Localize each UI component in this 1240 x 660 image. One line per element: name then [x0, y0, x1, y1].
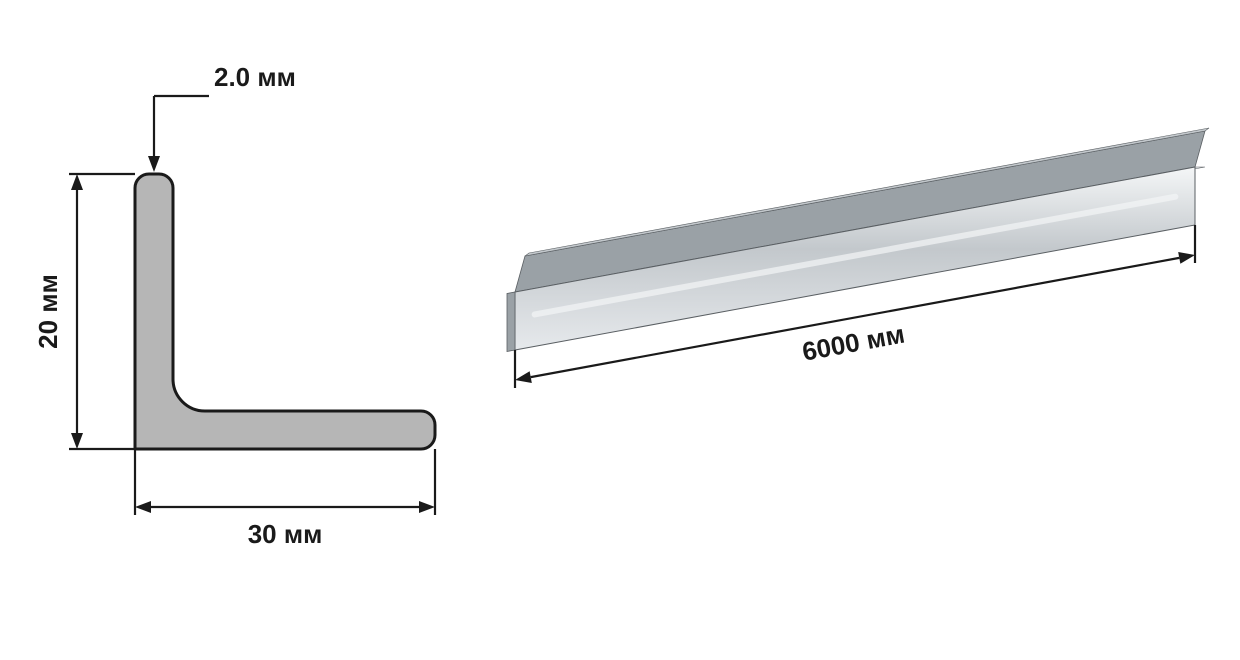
vertical-leg-label: 20 мм	[33, 274, 63, 349]
extruded-bar: 6000 мм	[507, 128, 1209, 388]
technical-drawing: 2.0 мм 20 мм 30 мм 6000 мм	[0, 0, 1240, 660]
l-profile-shape	[135, 174, 435, 449]
thickness-label: 2.0 мм	[214, 62, 296, 92]
horizontal-leg-label: 30 мм	[248, 519, 323, 549]
